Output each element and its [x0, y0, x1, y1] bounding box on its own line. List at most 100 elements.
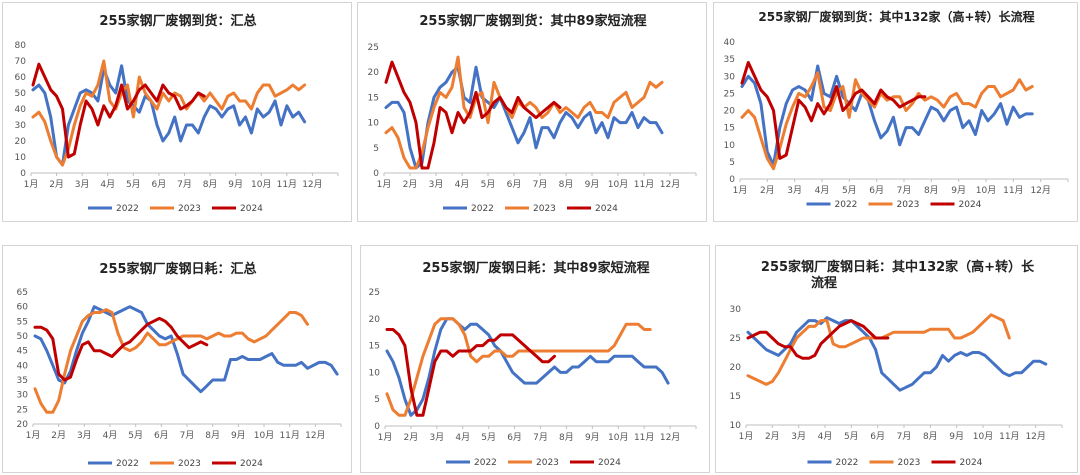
series-line-2024 [385, 328, 556, 417]
x-tick-label: 6月 [507, 432, 522, 443]
y-tick-label: 10 [730, 421, 742, 431]
legend-label-2024: 2024 [595, 204, 618, 214]
x-tick-label: 2月 [765, 431, 780, 442]
x-tick-label: 7月 [180, 430, 195, 441]
legend-label-2023: 2023 [178, 459, 201, 469]
x-tick-label: 11月 [634, 179, 654, 190]
x-tick-label: 2月 [760, 185, 775, 196]
x-tick-label: 11月 [279, 430, 299, 441]
y-tick-label: 0 [373, 169, 379, 179]
chart-svg: 255家钢厂废钢日耗：其中132家（高+转）长流程 10 15 20 25 30 1月 2月 3… [730, 259, 1063, 468]
chart-svg: 255家钢厂废钢到货：其中132家（高+转）长流程 0 5 10 15 20 25 30 35 4… [724, 9, 1069, 210]
x-tick-label: 1月 [26, 430, 41, 441]
x-tick-label: 6月 [869, 185, 884, 196]
x-tick-label: 10月 [251, 179, 271, 190]
series-line-2023 [33, 308, 309, 414]
series-line-2023 [31, 59, 307, 167]
chart-panel-arrival-long-process: 255家钢厂废钢到货：其中132家（高+转）长流程 0 5 10 15 20 25 30 35 4… [713, 2, 1078, 222]
x-tick-label: 3月 [787, 185, 802, 196]
x-tick-label: 9月 [228, 179, 243, 190]
chart-title-line2: 流程 [811, 275, 837, 291]
x-tick-label: 1月 [378, 432, 393, 443]
x-tick-label: 6月 [870, 431, 885, 442]
series-line-2022 [740, 64, 1034, 167]
series-line-2023 [385, 317, 652, 417]
chart-title: 255家钢厂废钢到货：其中132家（高+转）长流程 [758, 9, 1034, 24]
x-tick-label: 8月 [924, 185, 939, 196]
y-tick-label: 30 [17, 391, 29, 401]
legend-label-2022: 2022 [474, 458, 497, 468]
y-tick-label: 5 [374, 395, 380, 405]
y-tick-label: 55 [17, 317, 28, 327]
x-tick-label: 9月 [585, 179, 600, 190]
x-tick-label: 4月 [815, 185, 830, 196]
y-tick-label: 15 [730, 392, 741, 402]
series-line-2022 [746, 316, 1048, 392]
chart-title: 255家钢厂废钢到货：汇总 [99, 13, 256, 29]
y-tick-label: 20 [730, 363, 742, 373]
y-tick-label: 80 [15, 41, 27, 51]
x-tick-label: 2月 [49, 179, 64, 190]
series-line-2024 [384, 60, 562, 170]
x-tick-label: 12月 [302, 179, 322, 190]
x-tick-label: 12月 [660, 432, 680, 443]
y-tick-label: 20 [15, 137, 27, 147]
chart-title: 255家钢厂废钢日耗：其中132家（高+转）长 [761, 259, 1035, 275]
x-tick-label: 1月 [733, 185, 748, 196]
y-tick-label: 70 [15, 57, 27, 67]
y-tick-label: 0 [729, 175, 735, 185]
y-tick-label: 15 [368, 93, 379, 103]
x-tick-label: 3月 [77, 430, 92, 441]
y-tick-label: 60 [15, 73, 27, 83]
series-line-2024 [746, 319, 890, 360]
y-tick-label: 25 [17, 405, 28, 415]
y-tick-label: 5 [729, 158, 735, 168]
y-tick-label: 20 [369, 315, 381, 325]
x-tick-label: 8月 [205, 430, 220, 441]
y-tick-label: 25 [369, 288, 380, 298]
x-tick-label: 11月 [277, 179, 297, 190]
legend-label-2024: 2024 [240, 204, 263, 214]
y-tick-label: 20 [724, 107, 736, 117]
chart-panel-arrival-total: 255家钢厂废钢到货：汇总 0 10 20 30 40 50 60 70 80 1月 2月 3月 4月 5月… [2, 2, 352, 222]
series-line-2022 [31, 64, 307, 167]
legend-label-2023: 2023 [178, 204, 201, 214]
chart-panel-consumption-long-process: 255家钢厂废钢日耗：其中132家（高+转）长 流程 10 15 20 25 30 1月 2月 3… [715, 245, 1078, 473]
legend-label-2024: 2024 [598, 458, 621, 468]
x-tick-label: 10月 [608, 179, 628, 190]
x-tick-label: 10月 [973, 431, 993, 442]
x-tick-label: 5月 [481, 179, 496, 190]
x-tick-label: 3月 [429, 432, 444, 443]
x-tick-label: 11月 [1003, 185, 1023, 196]
series-line-2022 [33, 305, 339, 394]
series-line-2023 [384, 55, 664, 170]
y-tick-label: 40 [724, 38, 736, 48]
y-tick-label: 40 [17, 361, 29, 371]
x-tick-label: 7月 [897, 185, 912, 196]
chart-panel-consumption-total: 255家钢厂废钢日耗：汇总 20 25 30 35 40 45 50 55 60 65 1月 2月 3月 4… [2, 245, 352, 473]
x-tick-label: 9月 [231, 430, 246, 441]
x-tick-label: 7月 [533, 432, 548, 443]
chart-svg: 255家钢厂废钢到货：其中89家短流程 0 5 10 15 20 25 1月 2月 3月 4月 5月 6… [368, 13, 697, 214]
x-tick-label: 4月 [818, 431, 833, 442]
chart-panel-consumption-short-process: 255家钢厂废钢日耗：其中89家短流程 0 5 10 15 20 25 1月 2月 3月 4月 5月 6… [360, 245, 710, 473]
x-tick-label: 12月 [305, 430, 325, 441]
x-tick-label: 5月 [844, 431, 859, 442]
x-tick-label: 3月 [75, 179, 90, 190]
chart-panel-arrival-short-process: 255家钢厂废钢到货：其中89家短流程 0 5 10 15 20 25 1月 2月 3月 4月 5月 6… [357, 2, 707, 222]
legend-label-2024: 2024 [959, 200, 982, 210]
y-tick-label: 65 [17, 288, 28, 298]
x-tick-label: 11月 [634, 432, 654, 443]
x-tick-label: 3月 [791, 431, 806, 442]
x-tick-label: 9月 [949, 431, 964, 442]
chart-title: 255家钢厂废钢日耗：其中89家短流程 [422, 260, 649, 276]
y-tick-label: 50 [17, 332, 29, 342]
legend-label-2022: 2022 [835, 200, 858, 210]
x-tick-label: 5月 [128, 430, 143, 441]
x-tick-label: 8月 [923, 431, 938, 442]
legend-label-2022: 2022 [471, 204, 494, 214]
x-tick-label: 2月 [404, 432, 419, 443]
y-tick-label: 10 [368, 119, 380, 129]
x-tick-label: 4月 [100, 179, 115, 190]
x-tick-label: 12月 [660, 179, 680, 190]
